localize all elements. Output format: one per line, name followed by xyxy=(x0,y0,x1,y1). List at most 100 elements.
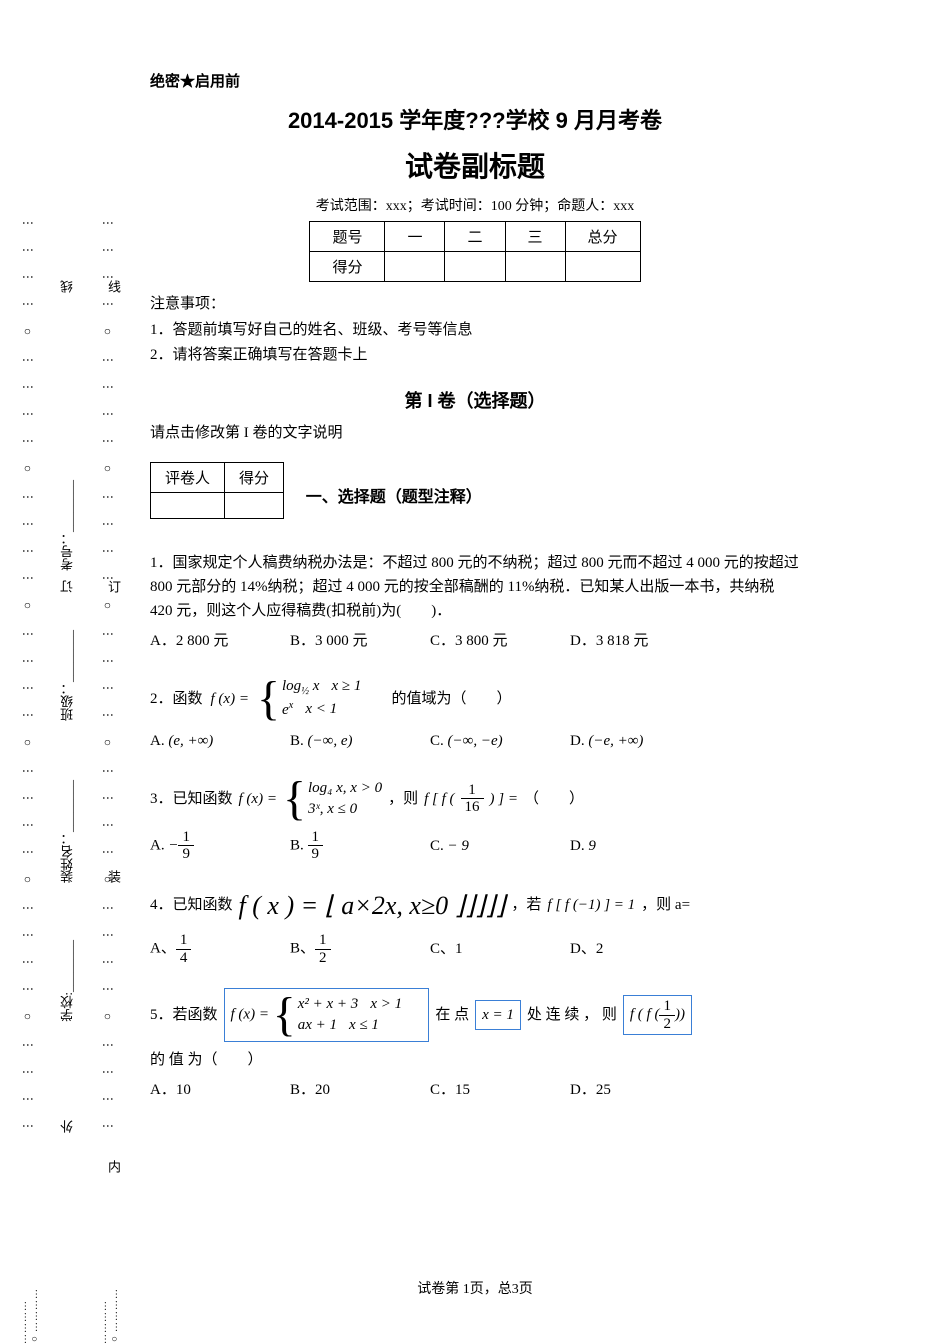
q3-b-lead: B. xyxy=(290,837,304,853)
score-h0: 题号 xyxy=(310,222,385,252)
q2-e: e xyxy=(282,702,289,718)
q4-lead: 4．已知函数 xyxy=(150,893,233,917)
q2-lead: 2．函数 xyxy=(150,687,203,711)
q5-num: 1 xyxy=(659,998,675,1016)
q4-mid2: ，则 a= xyxy=(641,893,690,917)
grader-h1: 评卷人 xyxy=(151,462,225,492)
q2-d-lead: D. xyxy=(570,733,585,749)
q3-a-num: 1 xyxy=(178,829,194,847)
marker-ding-inner: 订 xyxy=(104,580,123,593)
q5-b: B．20 xyxy=(290,1078,390,1102)
q3-frac-1-16: 116 xyxy=(461,782,484,816)
q3-b-frac: 19 xyxy=(308,829,324,863)
q3-tail: （ ） xyxy=(524,787,584,811)
q2-log-sub: ½ xyxy=(301,686,309,697)
grader-table: 评卷人 得分 xyxy=(150,462,284,519)
q4-c: C、1 xyxy=(430,937,530,961)
score-cell-3 xyxy=(505,252,565,282)
q3-den: 16 xyxy=(461,799,484,816)
q4-ffm1: f [ f (−1) ] = 1 xyxy=(547,893,635,917)
score-h2: 二 xyxy=(445,222,505,252)
exam-meta: 考试范围：xxx；考试时间：100 分钟；命题人：xxx xyxy=(150,195,800,215)
q3-c-lead: C. xyxy=(430,838,444,854)
q3-num: 1 xyxy=(461,782,484,800)
q1-opt-c: C．3 800 元 xyxy=(430,629,530,653)
score-h3: 三 xyxy=(505,222,565,252)
q5-lead: 5．若函数 xyxy=(150,1003,218,1027)
q4-fx-obj: f ( x ) = ⌊ a×2x, x≥0 ⌋⌋⌋⌋⌋ xyxy=(239,885,506,927)
q2-fx: f (x) = xyxy=(211,687,249,711)
q5-ff-open: f ( f ( xyxy=(630,1007,660,1023)
q5-frac: 12 xyxy=(659,998,675,1032)
q2-log-arg: x xyxy=(309,678,319,694)
grader-c1 xyxy=(151,492,225,518)
q3-b-den: 9 xyxy=(308,846,324,863)
q5-mid2: 处 连 续 ， 则 xyxy=(527,1003,617,1027)
q2-cond2: x < 1 xyxy=(305,699,357,721)
q4-d: D、2 xyxy=(570,937,670,961)
gutter-outer-tail: …………○………… xyxy=(18,1260,40,1344)
q1-stem: 1．国家规定个人稿费纳税办法是：不超过 800 元的不纳税；超过 800 元而不… xyxy=(150,551,800,623)
q2-options: A. (e, +∞) B. (−∞, e) C. (−∞, −e) D. (−e… xyxy=(150,729,800,753)
q2-b-val: (−∞, e) xyxy=(308,733,353,749)
q3-piecewise: { log₄ x, x > 0 3ˣ, x ≤ 0 xyxy=(283,775,382,823)
q1-opt-b: B．3 000 元 xyxy=(290,629,390,653)
score-table: 题号 一 二 三 总分 得分 xyxy=(309,221,640,282)
q2-cond1: x ≥ 1 xyxy=(331,676,383,700)
q3-a-frac: 19 xyxy=(178,829,194,863)
gutter-marker-zhuang: 装 xyxy=(58,870,78,883)
field-name: 姓名：________ xyxy=(58,780,78,871)
question-3: 3．已知函数 f (x) = { log₄ x, x > 0 3ˣ, x ≤ 0… xyxy=(150,775,800,863)
gutter-inner-tail: …………○………… xyxy=(98,1260,120,1344)
q3-d-val: 9 xyxy=(588,838,596,854)
q2-a-val: (e, +∞) xyxy=(168,733,213,749)
q5-den: 2 xyxy=(659,1016,675,1033)
q5-case1: x² + x + 3 xyxy=(298,994,359,1015)
q2-log: log xyxy=(282,678,301,694)
q3-d-lead: D. xyxy=(570,838,585,854)
q3-case1: log₄ x, x > 0 xyxy=(308,778,382,799)
q3-fx: f (x) = xyxy=(239,787,277,811)
gutter-outer-dots: ⋮ ⋮ ⋮ ⋮ ○ ⋮ ⋮ ⋮ ⋮ ○ ⋮ ⋮ ⋮ ⋮ ○ ⋮ ⋮ ⋮ ⋮ ○ … xyxy=(18,0,38,1344)
q5-d: D．25 xyxy=(570,1078,670,1102)
q2-a-lead: A. xyxy=(150,733,165,749)
page-footer: 试卷第 1页，总3页 xyxy=(0,1278,950,1298)
q5-case2: ax + 1 xyxy=(298,1015,337,1036)
notes-label: 注意事项： xyxy=(150,292,800,318)
notes-line1: 1．答题前填写好自己的姓名、班级、考号等信息 xyxy=(150,318,800,344)
q5-box-xeq1: x = 1 xyxy=(475,1000,521,1030)
q5-options: A．10 B．20 C．15 D．25 xyxy=(150,1078,800,1102)
q3-case2: 3ˣ, x ≤ 0 xyxy=(308,799,357,820)
score-cell-2 xyxy=(445,252,505,282)
marker-nei: 内 xyxy=(104,1160,123,1173)
field-class: 班级：________ xyxy=(58,630,78,721)
q3-lead: 3．已知函数 xyxy=(150,787,233,811)
question-2: 2．函数 f (x) = { log½ xx ≥ 1 exx < 1 的值域为（… xyxy=(150,675,800,753)
q4-a-den: 4 xyxy=(176,950,192,967)
q4-options: A、 1 4 B、12 C、1 D、2 xyxy=(150,932,800,966)
q5-mid1: 在 点 xyxy=(435,1003,469,1027)
score-cell-4 xyxy=(565,252,640,282)
gutter-marker-ding: 订 xyxy=(58,580,78,593)
main-content: 绝密★启用前 2014-2015 学年度???学校 9 月月考卷 试卷副标题 考… xyxy=(150,70,800,1102)
exam-subtitle: 试卷副标题 xyxy=(150,145,800,185)
q5-ff-close: )) xyxy=(675,1007,685,1023)
q4-mid: ，若 xyxy=(511,893,541,917)
marker-xian-inner: 线 xyxy=(104,280,123,293)
grader-c2 xyxy=(225,492,284,518)
q4-b-frac: 12 xyxy=(315,932,331,966)
q2-ex: x xyxy=(289,700,294,711)
q5-box-piecewise: f (x) = { x² + x + 3x > 1 ax + 1x ≤ 1 xyxy=(224,988,430,1042)
q5-c: C．15 xyxy=(430,1078,530,1102)
question-1: 1．国家规定个人稿费纳税办法是：不超过 800 元的不纳税；超过 800 元而不… xyxy=(150,551,800,653)
confidential-label: 绝密★启用前 xyxy=(150,70,800,91)
question-4: 4．已知函数 f ( x ) = ⌊ a×2x, x≥0 ⌋⌋⌋⌋⌋ ，若 f … xyxy=(150,885,800,967)
gutter-marker-outer-wai: 外 xyxy=(58,1120,78,1133)
q4-a-lead: A、 xyxy=(150,941,176,957)
q4-b-num: 1 xyxy=(315,932,331,950)
q2-tail: 的值域为（ ） xyxy=(391,687,511,711)
q4-b-lead: B、 xyxy=(290,941,315,957)
q1-options: A．2 800 元 B．3 000 元 C．3 800 元 D．3 818 元 xyxy=(150,629,800,653)
q2-b-lead: B. xyxy=(290,733,304,749)
section-1-title: 第 I 卷（选择题） xyxy=(150,387,800,413)
